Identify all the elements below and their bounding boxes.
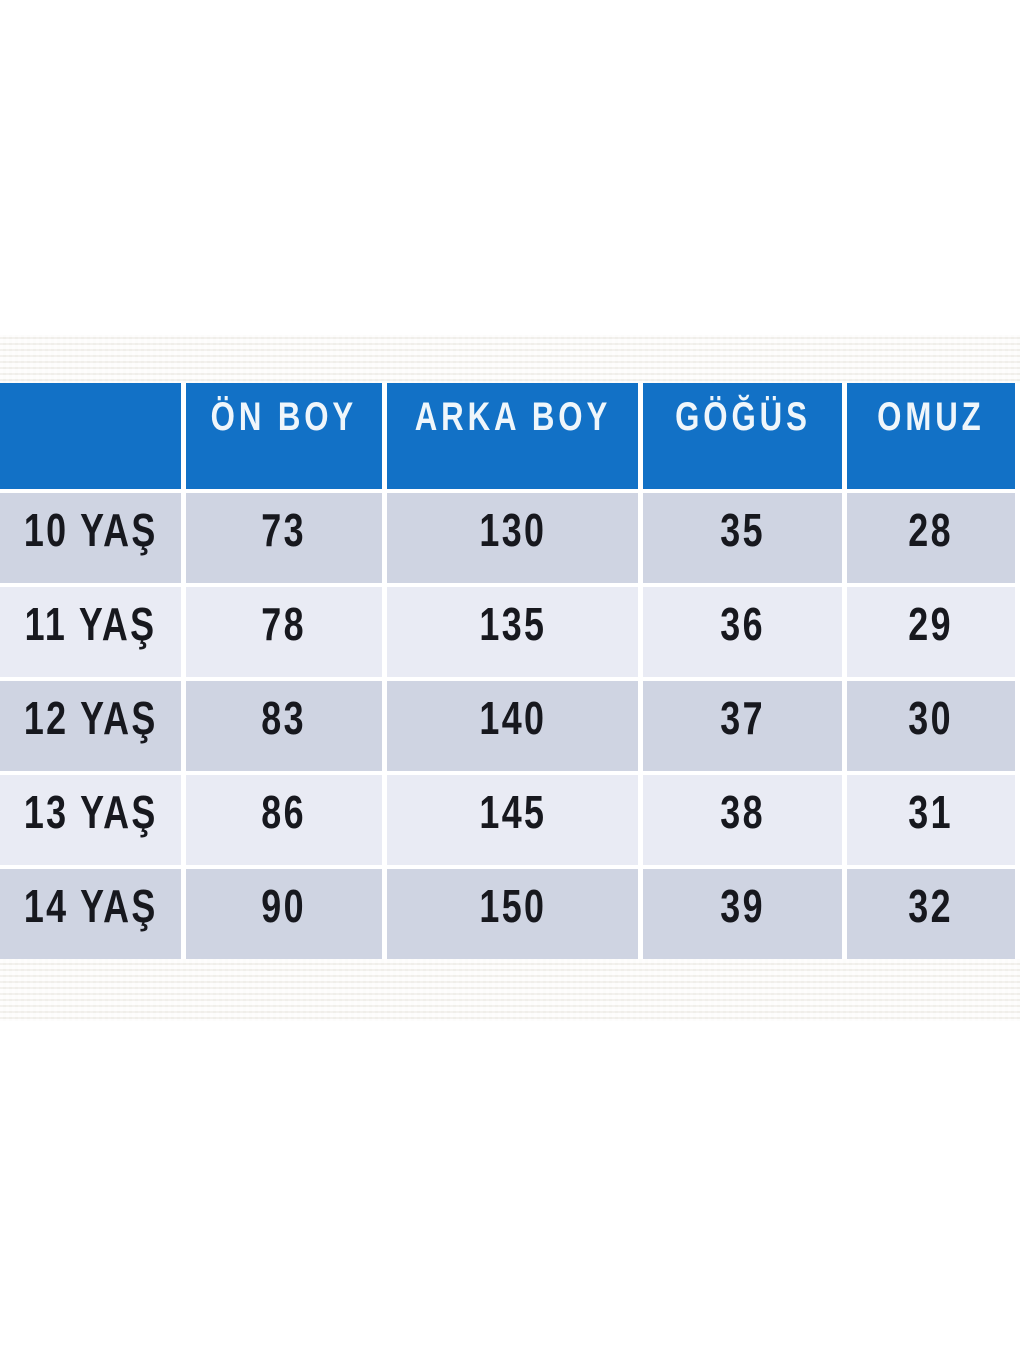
table-cell-omuz: 32 xyxy=(847,869,1015,959)
table-cell-on-boy: 90 xyxy=(186,869,382,959)
table-cell-gogus: 38 xyxy=(643,775,842,865)
cell-value: 35 xyxy=(720,504,765,556)
table-cell-gogus: 37 xyxy=(643,681,842,771)
table-cell-gogus: 39 xyxy=(643,869,842,959)
cell-value: 86 xyxy=(261,786,307,838)
cell-value: 36 xyxy=(720,598,765,650)
header-cell-empty xyxy=(0,383,181,489)
header-label-gogus: GÖĞÜS xyxy=(674,395,811,439)
row-label: 13 YAŞ xyxy=(23,786,158,838)
header-label-omuz: OMUZ xyxy=(877,395,985,439)
header-cell-gogus: GÖĞÜS xyxy=(643,383,842,489)
table-cell-arka-boy: 135 xyxy=(387,587,638,677)
row-label: 11 YAŞ xyxy=(24,598,157,650)
cell-value: 140 xyxy=(479,692,546,744)
row-label: 14 YAŞ xyxy=(23,880,158,932)
row-label-cell: 11 YAŞ xyxy=(0,587,181,677)
table-cell-on-boy: 86 xyxy=(186,775,382,865)
cell-value: 130 xyxy=(479,504,546,556)
cell-value: 30 xyxy=(908,692,954,744)
fabric-texture-top xyxy=(0,335,1020,383)
row-label: 10 YAŞ xyxy=(23,504,158,556)
row-label-cell: 10 YAŞ xyxy=(0,493,181,583)
header-cell-on-boy: ÖN BOY xyxy=(186,383,382,489)
table-cell-gogus: 35 xyxy=(643,493,842,583)
row-label-cell: 13 YAŞ xyxy=(0,775,181,865)
cell-value: 32 xyxy=(908,880,954,932)
cell-value: 73 xyxy=(261,504,307,556)
table-cell-omuz: 28 xyxy=(847,493,1015,583)
table-cell-on-boy: 83 xyxy=(186,681,382,771)
table-cell-gogus: 36 xyxy=(643,587,842,677)
cell-value: 39 xyxy=(720,880,765,932)
row-label-cell: 14 YAŞ xyxy=(0,869,181,959)
header-cell-omuz: OMUZ xyxy=(847,383,1015,489)
table-cell-omuz: 31 xyxy=(847,775,1015,865)
header-label-arka-boy: ARKA BOY xyxy=(414,395,612,439)
table-cell-arka-boy: 140 xyxy=(387,681,638,771)
header-label-on-boy: ÖN BOY xyxy=(210,395,358,439)
header-cell-arka-boy: ARKA BOY xyxy=(387,383,638,489)
table-cell-arka-boy: 150 xyxy=(387,869,638,959)
table-cell-arka-boy: 130 xyxy=(387,493,638,583)
cell-value: 29 xyxy=(908,598,954,650)
table-cell-on-boy: 78 xyxy=(186,587,382,677)
cell-value: 135 xyxy=(479,598,546,650)
cell-value: 150 xyxy=(479,880,546,932)
table-cell-omuz: 29 xyxy=(847,587,1015,677)
table-cell-arka-boy: 145 xyxy=(387,775,638,865)
cell-value: 78 xyxy=(261,598,307,650)
cell-value: 37 xyxy=(720,692,765,744)
cell-value: 31 xyxy=(908,786,954,838)
cell-value: 83 xyxy=(261,692,307,744)
fabric-texture-bottom xyxy=(0,959,1020,1021)
table-cell-on-boy: 73 xyxy=(186,493,382,583)
table-cell-omuz: 30 xyxy=(847,681,1015,771)
row-label-cell: 12 YAŞ xyxy=(0,681,181,771)
cell-value: 28 xyxy=(908,504,954,556)
row-label: 12 YAŞ xyxy=(23,692,158,744)
cell-value: 90 xyxy=(261,880,307,932)
cell-value: 145 xyxy=(479,786,546,838)
cell-value: 38 xyxy=(720,786,765,838)
size-chart-table: ÖN BOY ARKA BOY GÖĞÜS OMUZ 10 YAŞ 73 130… xyxy=(0,383,1020,959)
